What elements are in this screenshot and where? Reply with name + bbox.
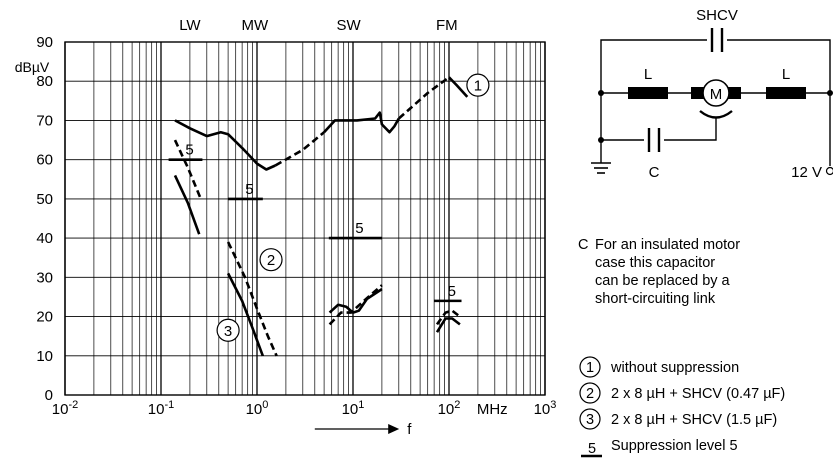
y-tick-label: 90 — [36, 34, 53, 51]
motor-case — [699, 110, 733, 119]
legend-marker-label: 2 — [586, 386, 594, 402]
x-tick-label: 10-1 — [148, 399, 174, 418]
band-label-fm: FM — [436, 17, 458, 34]
y-unit-label: dBµV — [15, 59, 50, 75]
x-axis-arrowhead — [388, 424, 400, 434]
suppression-level-label: 5 — [245, 181, 253, 198]
legend-item-text: 2 x 8 µH + SHCV (0.47 µF) — [611, 386, 785, 402]
band-label-lw: LW — [179, 17, 201, 34]
note-c-line: For an insulated motor — [595, 237, 740, 253]
x-unit-label: MHz — [477, 401, 508, 418]
curve-marker-label: 2 — [267, 252, 275, 269]
x-tick-base: 10 — [438, 401, 455, 418]
capacitor-c-label: C — [649, 164, 660, 181]
plot-frame — [64, 41, 546, 396]
x-tick-label: 10-2 — [52, 399, 78, 418]
y-tick-label: 10 — [36, 348, 53, 365]
x-tick-exponent: -1 — [164, 399, 174, 411]
note-c-line: case this capacitor — [595, 255, 715, 271]
suppression-level-label: 5 — [185, 142, 193, 159]
legend-item-text: Suppression level 5 — [611, 438, 738, 454]
x-tick-exponent: -2 — [68, 399, 78, 411]
legend-item-text: without suppression — [610, 360, 739, 376]
x-tick-base: 10 — [534, 401, 551, 418]
x-tick-base: 10 — [246, 401, 263, 418]
x-tick-base: 10 — [52, 401, 69, 418]
wire-case — [664, 118, 717, 141]
curve-1-segment — [274, 131, 325, 167]
x-tick-label: 103 — [534, 399, 557, 418]
suppression-level-label: 5 — [448, 283, 456, 300]
legend-level-marker: 5 — [588, 441, 596, 457]
y-tick-label: 70 — [36, 112, 53, 129]
inductor-left — [628, 87, 668, 99]
x-tick-base: 10 — [342, 401, 359, 418]
x-tick-label: 102 — [438, 399, 461, 418]
x-tick-label: 101 — [342, 399, 365, 418]
x-axis-symbol: f — [407, 421, 412, 438]
curve-1-segment — [323, 111, 400, 134]
x-tick-base: 10 — [148, 401, 165, 418]
supply-terminal — [825, 166, 833, 176]
legend-item-text: 2 x 8 µH + SHCV (1.5 µF) — [611, 412, 777, 428]
inductor-right-label: L — [782, 66, 790, 83]
curve-3-segment — [226, 272, 265, 357]
curve-2-segment — [435, 309, 461, 326]
chart-curves — [168, 76, 469, 357]
curve-1-segment — [397, 76, 450, 120]
legend-marker-circle — [579, 382, 601, 404]
curve-2-segment — [328, 284, 383, 326]
chart-grid — [64, 41, 546, 396]
legend-marker-label: 3 — [586, 412, 594, 428]
motor-label: M — [710, 86, 723, 103]
capacitor-shcv-label: SHCV — [696, 7, 738, 24]
curve-1-segment — [174, 119, 276, 171]
y-tick-label: 0 — [45, 387, 53, 404]
wire-top-right — [727, 39, 831, 93]
legend-marker-circle — [579, 408, 601, 430]
band-label-sw: SW — [337, 17, 362, 34]
curve-marker-circle — [216, 318, 240, 342]
curve-2-segment — [226, 241, 278, 357]
legend-marker-label: 1 — [586, 360, 594, 376]
inductor-left-label: L — [644, 66, 652, 83]
curve-3-segment — [173, 174, 201, 235]
y-tick-label: 30 — [36, 269, 53, 286]
band-label-mw: MW — [242, 17, 269, 34]
y-tick-label: 80 — [36, 73, 53, 90]
curve-3-segment — [328, 288, 383, 314]
y-tick-label: 50 — [36, 191, 53, 208]
x-tick-exponent: 0 — [262, 399, 268, 411]
junction-left — [598, 90, 604, 96]
motor-symbol — [702, 79, 730, 107]
x-tick-label: 100 — [246, 399, 269, 418]
y-tick-label: 40 — [36, 230, 53, 247]
curve-marker-label: 3 — [224, 323, 232, 340]
inductor-right — [766, 87, 806, 99]
x-tick-exponent: 2 — [454, 399, 460, 411]
y-tick-label: 20 — [36, 309, 53, 326]
curve-marker-label: 1 — [474, 78, 482, 95]
motor-brush-left — [691, 87, 705, 99]
wire-top-left — [600, 39, 707, 93]
legend-marker-circle — [579, 356, 601, 378]
curve-3-segment — [435, 317, 461, 333]
motor-brush-right — [727, 87, 741, 99]
x-tick-exponent: 1 — [358, 399, 364, 411]
x-tick-exponent: 3 — [550, 399, 556, 411]
note-c-line: can be replaced by a — [595, 273, 731, 289]
note-c-line: short-circuiting link — [595, 291, 716, 307]
curve-marker-circle — [259, 248, 283, 272]
junction-capacitor — [598, 137, 604, 143]
suppression-level-label: 5 — [355, 220, 363, 237]
curve-marker-circle — [466, 73, 490, 97]
note-c-key: C — [578, 237, 588, 253]
legend: C For an insulated motor case this capacit… — [578, 237, 785, 458]
supply-label: 12 V — [791, 164, 822, 181]
circuit-diagram: SHCV L L M C 12 V — [591, 7, 833, 181]
y-tick-label: 60 — [36, 152, 53, 169]
curve-1-segment — [448, 76, 469, 98]
